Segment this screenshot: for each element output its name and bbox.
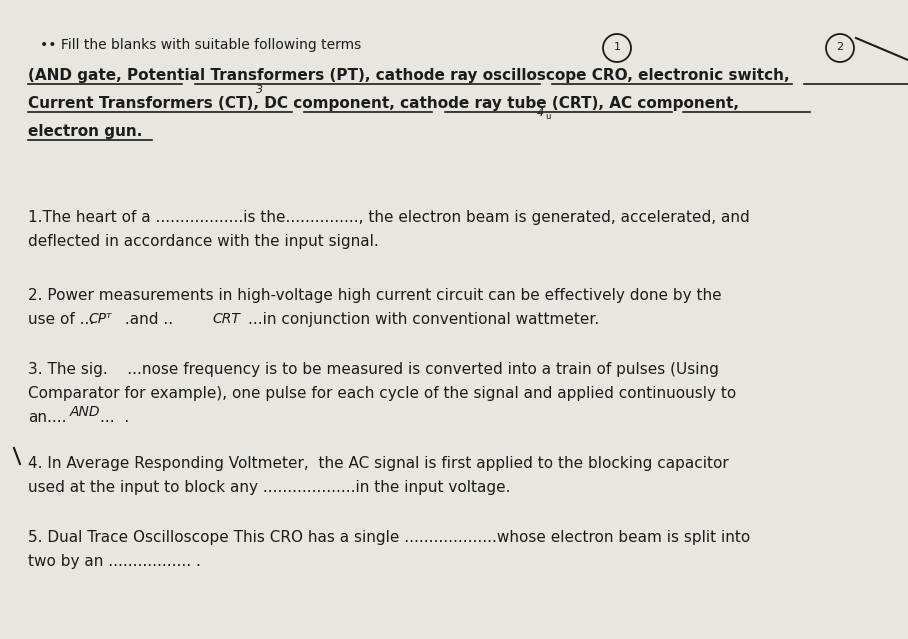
Text: AND: AND	[70, 405, 101, 419]
Text: 3: 3	[256, 85, 263, 95]
Text: two by an ................. .: two by an ................. .	[28, 554, 201, 569]
Text: 1: 1	[614, 42, 620, 52]
Text: an....: an....	[28, 410, 66, 425]
Text: 1.The heart of a ..................is the..............., the electron beam is g: 1.The heart of a ..................is th…	[28, 210, 750, 225]
Text: Current Transformers (CT), DC component, cathode ray tube (CRT), AC component,: Current Transformers (CT), DC component,…	[28, 96, 739, 111]
Text: deflected in accordance with the input signal.: deflected in accordance with the input s…	[28, 234, 379, 249]
Text: electron gun.: electron gun.	[28, 124, 143, 139]
Text: ...in conjunction with conventional wattmeter.: ...in conjunction with conventional watt…	[248, 312, 599, 327]
Text: use of ...: use of ...	[28, 312, 94, 327]
Text: •• Fill the blanks with suitable following terms: •• Fill the blanks with suitable followi…	[40, 38, 361, 52]
Text: Comparator for example), one pulse for each cycle of the signal and applied cont: Comparator for example), one pulse for e…	[28, 386, 736, 401]
Text: 5. Dual Trace Oscilloscope This CRO has a single ...................whose electr: 5. Dual Trace Oscilloscope This CRO has …	[28, 530, 750, 545]
Text: CRT: CRT	[212, 312, 240, 326]
Text: 3. The sig.    ...nose frequency is to be measured is converted into a train of : 3. The sig. ...nose frequency is to be m…	[28, 362, 719, 377]
Text: u: u	[546, 112, 550, 121]
Text: 2: 2	[836, 42, 844, 52]
Text: 4. In Average Responding Voltmeter,  the AC signal is first applied to the block: 4. In Average Responding Voltmeter, the …	[28, 456, 729, 471]
Text: 2. Power measurements in high-voltage high current circuit can be effectively do: 2. Power measurements in high-voltage hi…	[28, 288, 722, 303]
Text: used at the input to block any ...................in the input voltage.: used at the input to block any .........…	[28, 480, 510, 495]
Text: ...  .: ... .	[100, 410, 129, 425]
Text: .and ..: .and ..	[120, 312, 183, 327]
Text: (AND gate, Potential Transformers (PT), cathode ray oscilloscope CRO, electronic: (AND gate, Potential Transformers (PT), …	[28, 68, 790, 83]
Text: 4: 4	[537, 108, 544, 118]
Text: CPᵀ: CPᵀ	[88, 312, 112, 326]
